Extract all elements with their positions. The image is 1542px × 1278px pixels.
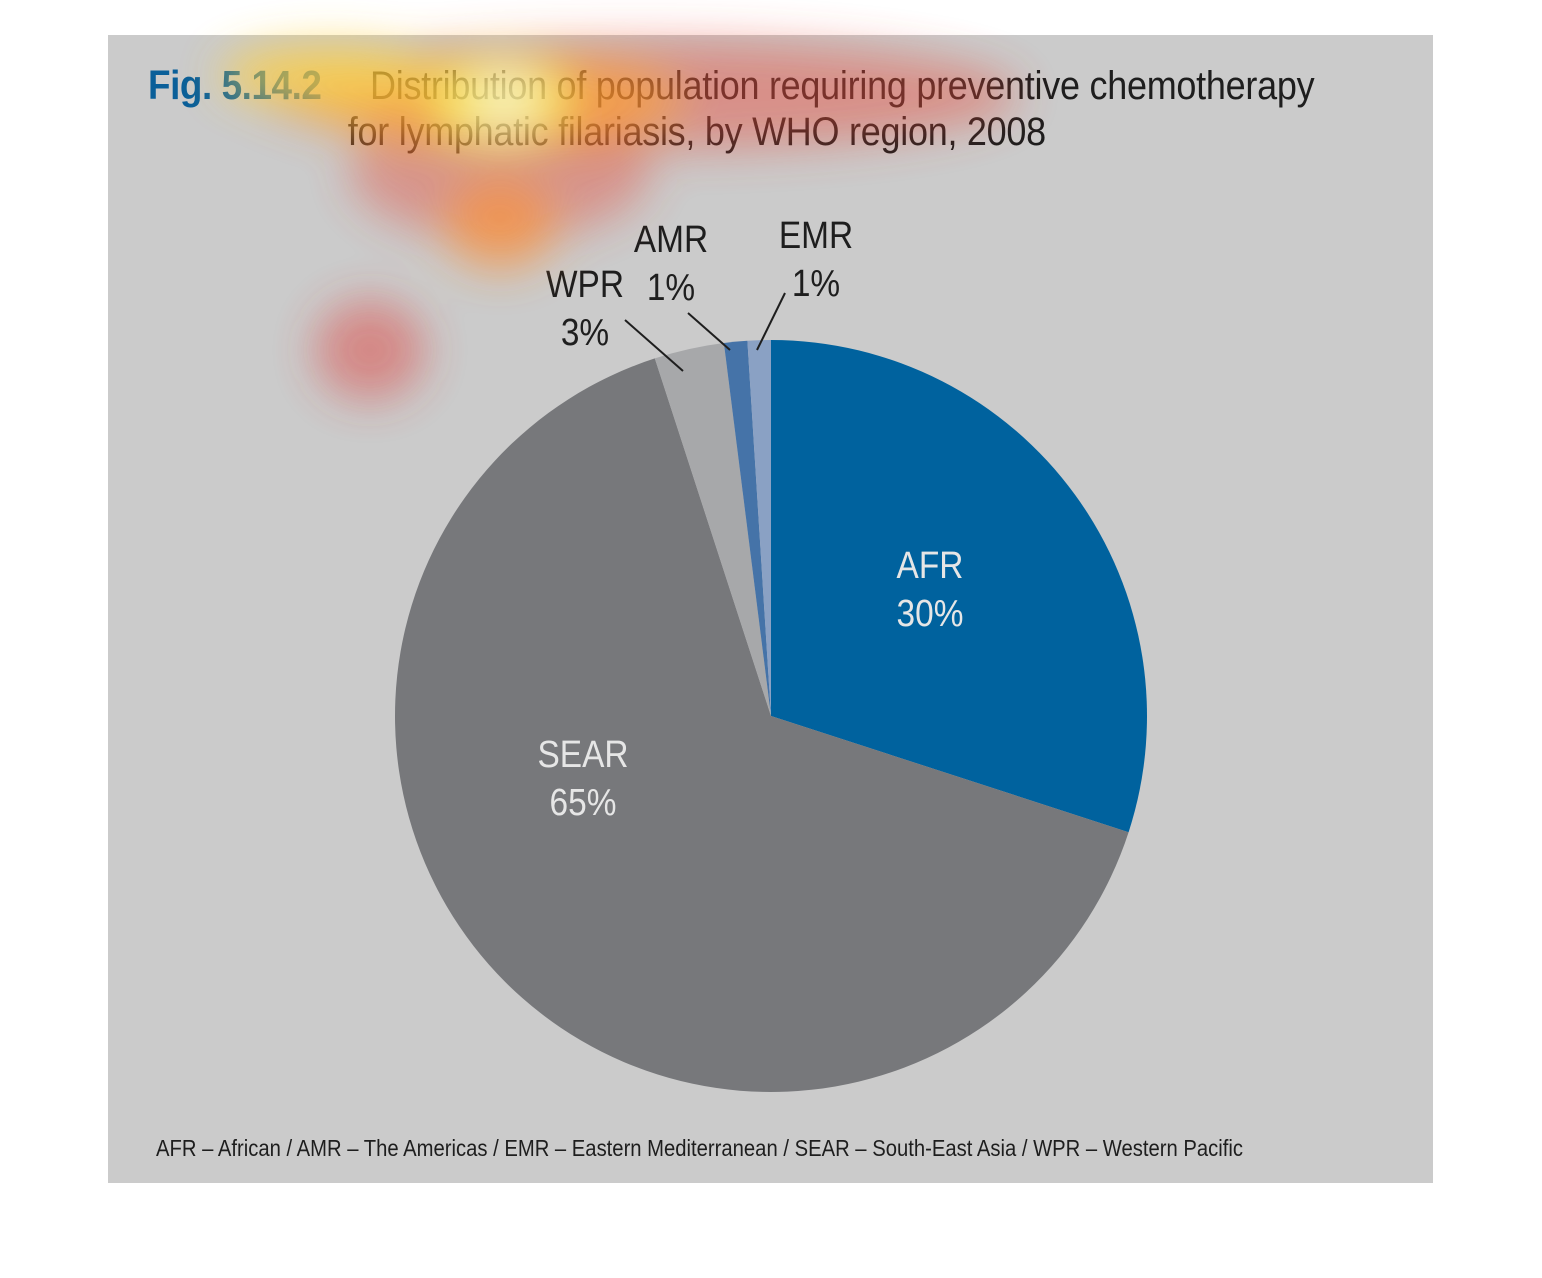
leader-line-wpr [624, 319, 684, 372]
pie-slice-emr [747, 340, 771, 716]
slice-value-afr: 30% [897, 592, 964, 634]
slice-name-amr: AMR [634, 218, 708, 260]
slice-value-sear: 65% [550, 781, 617, 823]
pie-slices [394, 340, 1147, 1093]
slice-value-amr: 1% [647, 266, 695, 308]
slice-name-emr: EMR [779, 214, 853, 256]
pie-slice-amr [723, 340, 771, 716]
leader-line-amr [687, 312, 731, 351]
pie-slice-sear [394, 358, 1129, 1093]
leader-line-emr [756, 292, 786, 351]
leader-lines [624, 292, 786, 372]
slice-name-sear: SEAR [537, 733, 628, 775]
slice-value-wpr: 3% [561, 311, 609, 353]
slice-name-wpr: WPR [546, 263, 624, 305]
slice-name-afr: AFR [897, 544, 964, 586]
slice-value-emr: 1% [792, 262, 840, 304]
slice-labels: AFR 30% SEAR 65% WPR 3% AMR 1% EMR 1% [537, 214, 963, 823]
pie-slice-wpr [654, 342, 771, 716]
pie-slice-afr [771, 340, 1147, 833]
abbreviations-footnote: AFR – African / AMR – The Americas / EMR… [156, 1135, 1244, 1161]
